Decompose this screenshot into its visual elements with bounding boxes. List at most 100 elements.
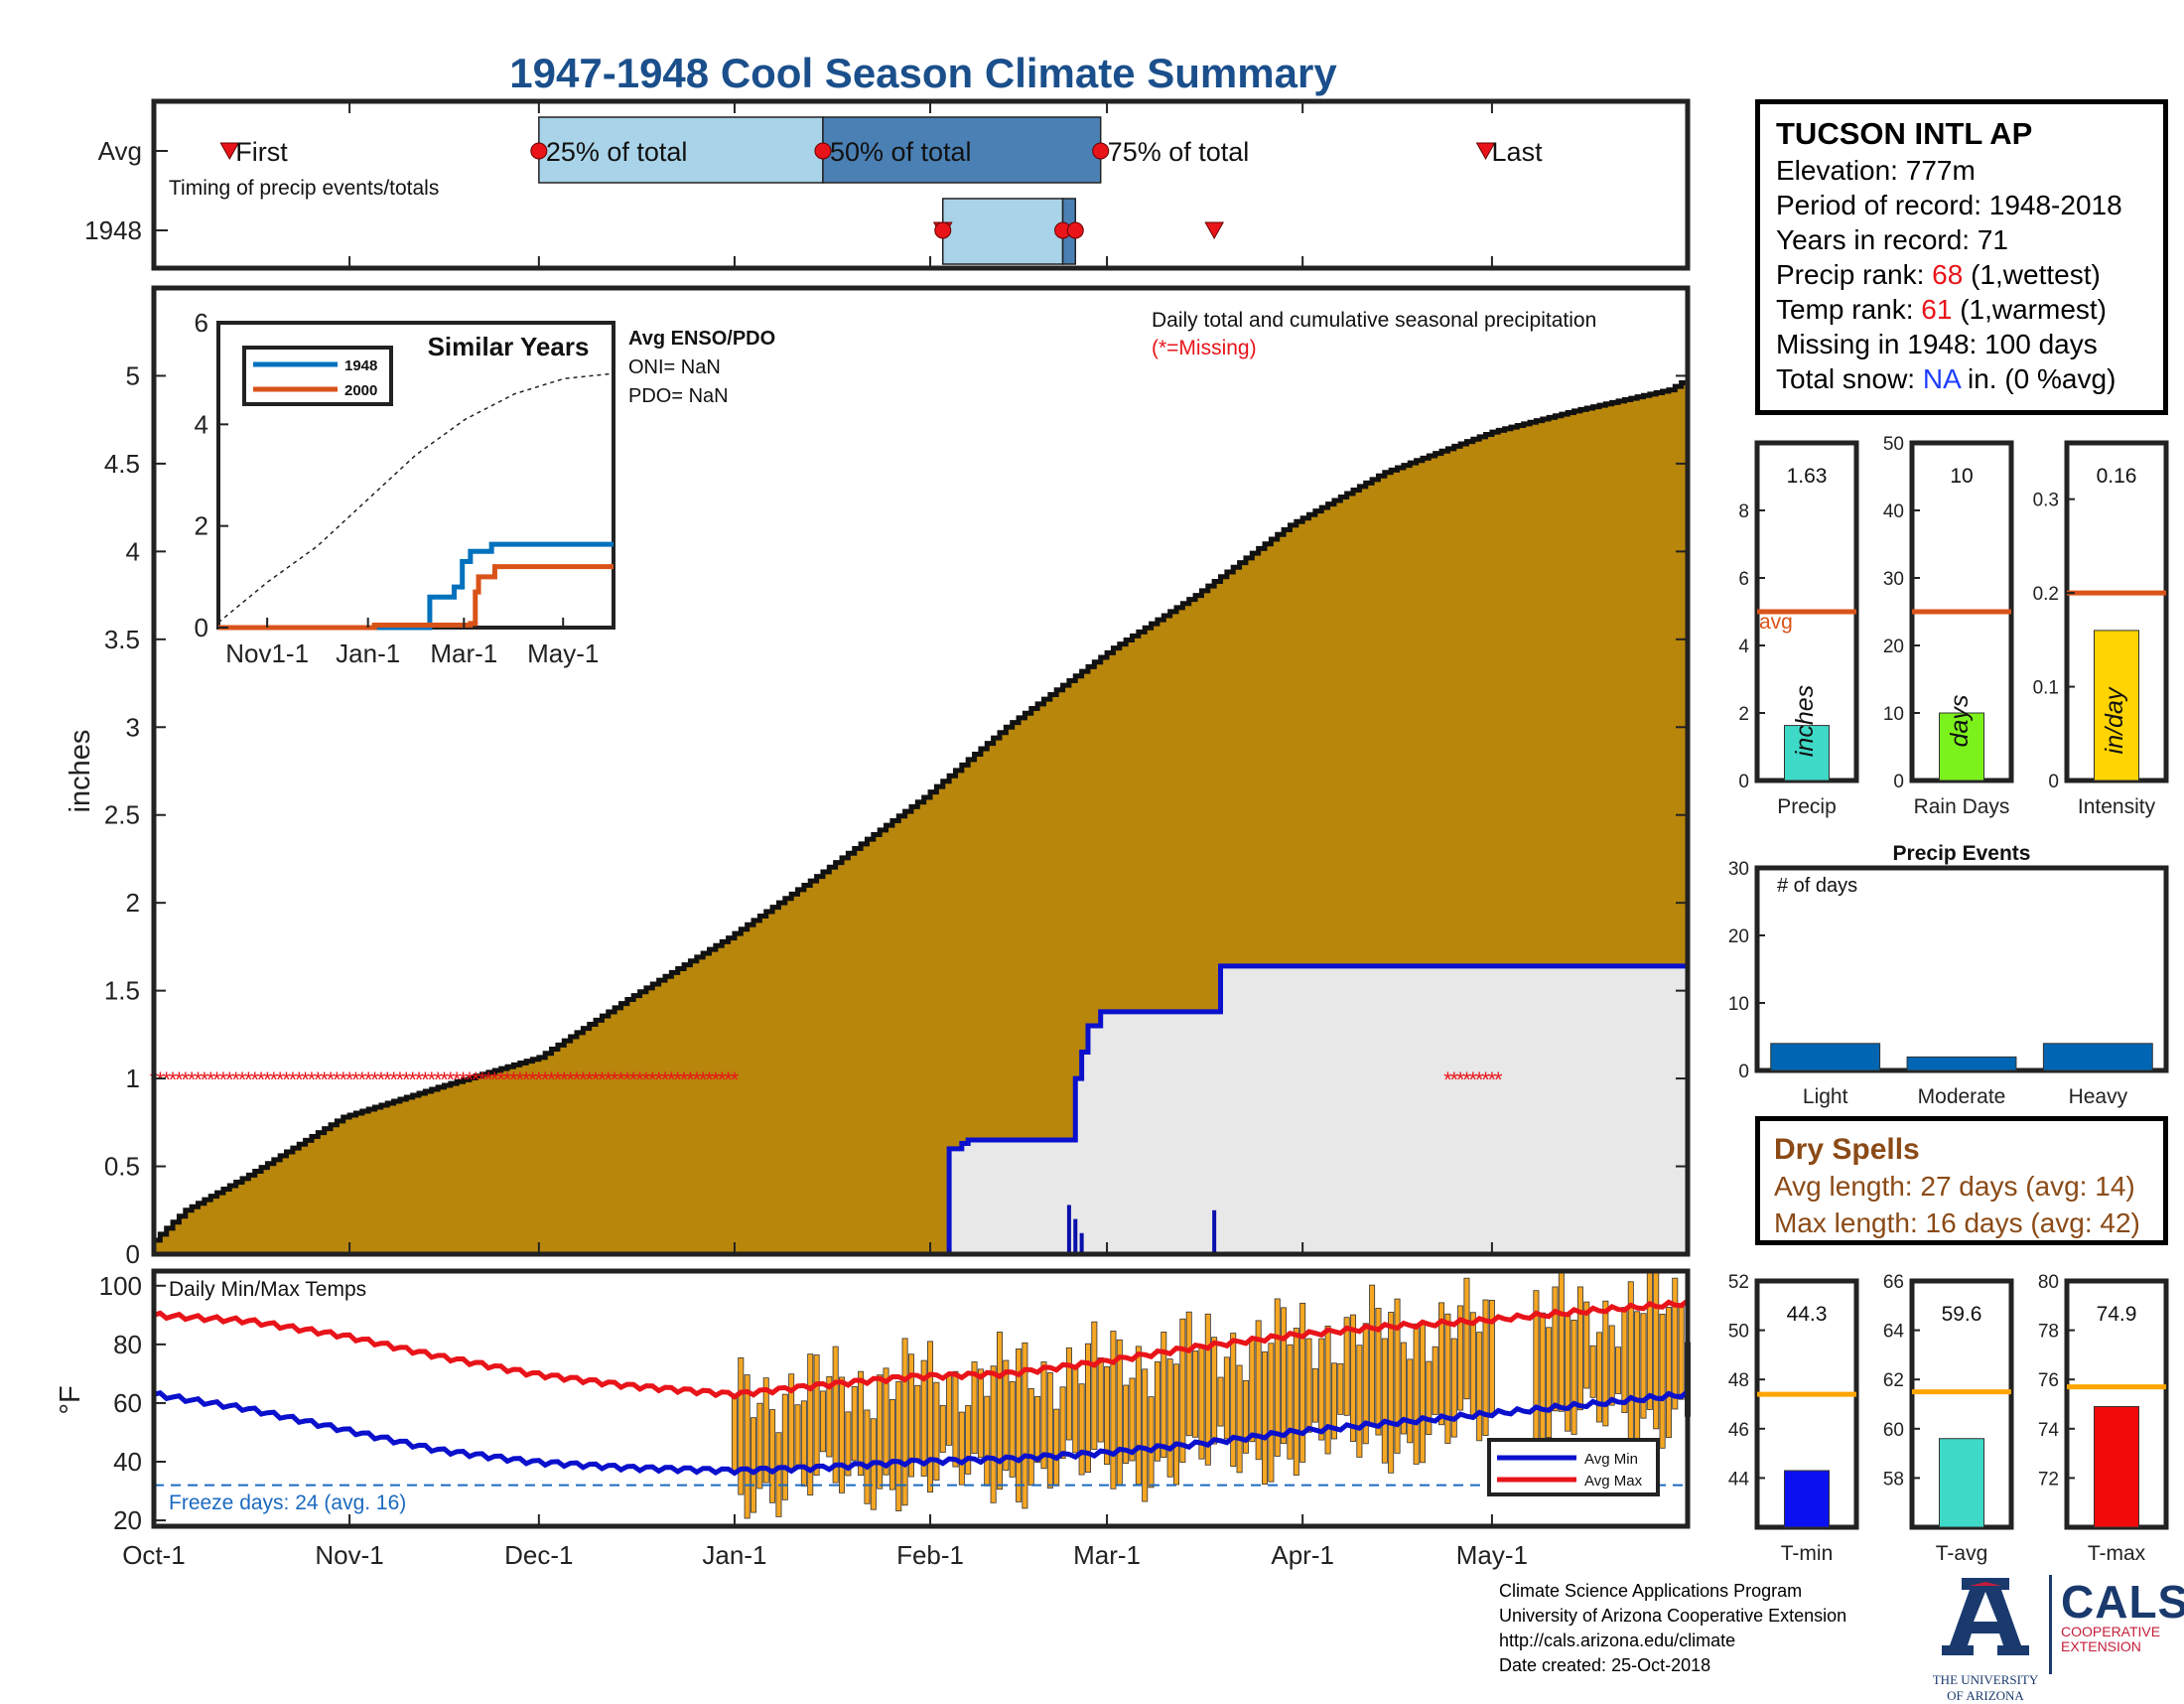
missing-day-marker: * <box>673 1067 682 1092</box>
avg-min-temp-line <box>153 1389 1690 1477</box>
daily-temp-bar <box>1110 1331 1117 1490</box>
daily-temp-bar <box>1305 1338 1312 1433</box>
missing-day-marker: * <box>453 1067 462 1092</box>
missing-day-marker: * <box>440 1067 449 1092</box>
daily-temp-bar <box>1046 1372 1053 1489</box>
cumulative-y-axis-label: inches <box>65 730 96 813</box>
cumulative-y-tick-label: 2.5 <box>104 800 140 830</box>
cumulative-y-tick-label: 1 <box>126 1064 140 1093</box>
small-panel-y-tick-label: 80 <box>2038 1272 2059 1293</box>
small-panel-y-tick-label: 76 <box>2038 1370 2059 1391</box>
daily-temp-bar <box>990 1365 997 1503</box>
daily-temp-bar <box>1185 1311 1192 1437</box>
missing-day-marker: * <box>522 1067 531 1092</box>
daily-temp-bar <box>952 1370 959 1468</box>
missing-day-marker: * <box>295 1067 304 1092</box>
small-panel-label: Rain Days <box>1914 795 2010 818</box>
daily-temp-bar <box>907 1353 914 1478</box>
daily-temp-bar <box>1003 1359 1010 1471</box>
daily-precip-bar <box>1212 1209 1217 1254</box>
daily-temp-bar <box>1369 1284 1376 1427</box>
cumulative-panel-frame <box>151 285 1691 1257</box>
station-temp-rank: Temp rank: 61 (1,warmest) <box>1776 292 2147 327</box>
daily-temp-bar <box>1640 1313 1647 1419</box>
missing-day-marker: * <box>301 1067 310 1092</box>
missing-day-marker: * <box>547 1067 556 1092</box>
daily-temp-bar <box>1426 1360 1433 1436</box>
avg-quantile-marker <box>1092 142 1110 160</box>
cumulative-y-tick-label: 5 <box>126 360 140 390</box>
daily-temp-bar <box>1027 1387 1034 1486</box>
daily-temp-bar <box>1634 1311 1641 1441</box>
avg-timing-label: 75% of total <box>1108 137 1250 167</box>
snow-note: in. (0 %avg) <box>1960 363 2116 394</box>
daily-temp-bar <box>901 1338 908 1506</box>
missing-day-marker: * <box>408 1067 417 1092</box>
small-panel-label: T-max <box>2088 1542 2146 1565</box>
dry-spells-max: Max length: 16 days (avg: 42) <box>1774 1207 2140 1238</box>
small-panel-y-tick-label: 52 <box>1728 1272 1749 1293</box>
missing-day-marker: * <box>270 1067 279 1092</box>
daily-temp-bar <box>1262 1350 1269 1486</box>
daily-temp-bar <box>1084 1343 1091 1474</box>
daily-temp-bar <box>1236 1364 1243 1474</box>
avg-timing-label: Last <box>1492 137 1544 167</box>
daily-temp-bar <box>1672 1277 1679 1410</box>
station-period: Period of record: 1948-2018 <box>1776 190 2122 220</box>
cumulative-y-tick-label: 1.5 <box>104 976 140 1006</box>
daily-temp-bar <box>1362 1323 1369 1445</box>
missing-day-marker: * <box>201 1067 209 1092</box>
missing-day-marker: * <box>351 1067 360 1092</box>
daily-temp-bar <box>794 1404 801 1468</box>
daily-precip-bar <box>1079 1232 1084 1254</box>
missing-day-marker: * <box>648 1067 657 1092</box>
daily-temp-bar <box>1570 1319 1577 1435</box>
cumulative-y-tick-label: 2 <box>126 888 140 918</box>
avg-quantile-marker <box>814 142 832 160</box>
daily-temp-bar <box>1160 1332 1167 1459</box>
cumulative-y-tick-label: 4.5 <box>104 449 140 479</box>
daily-temp-bar <box>1255 1320 1262 1461</box>
daily-temp-bar <box>971 1361 978 1455</box>
daily-temp-bar <box>888 1399 895 1491</box>
small-panel-y-tick-label: 50 <box>1883 434 1904 455</box>
small-panel-y-tick-label: 10 <box>1883 704 1904 725</box>
small-panel-y-tick-label: 0.1 <box>2033 678 2059 699</box>
daily-temp-bar <box>1324 1325 1331 1455</box>
enso-oni: ONI= NaN <box>628 356 721 378</box>
missing-day-marker: * <box>1481 1067 1490 1092</box>
daily-temp-bar <box>744 1374 751 1519</box>
logo-divider <box>2049 1575 2052 1674</box>
daily-temp-bar <box>762 1377 769 1484</box>
missing-day-marker: * <box>579 1067 588 1092</box>
inset-y-tick-label: 0 <box>195 613 208 642</box>
daily-temp-bar <box>1072 1365 1079 1454</box>
daily-temp-bar <box>1678 1306 1685 1400</box>
missing-day-marker: * <box>206 1067 215 1092</box>
daily-precip-bar <box>1066 1205 1071 1254</box>
station-elevation: Elevation: 777m <box>1776 155 1976 186</box>
small-panel-y-tick-label: 74 <box>2038 1420 2060 1441</box>
missing-day-marker: * <box>484 1067 493 1092</box>
missing-day-marker: * <box>1469 1067 1478 1092</box>
events-y-tick-label: 0 <box>1738 1062 1749 1082</box>
time-x-tick-label: May-1 <box>1456 1540 1528 1570</box>
missing-day-marker: * <box>225 1067 234 1092</box>
daily-temp-bar <box>1659 1314 1666 1449</box>
inset-legend-box <box>242 346 393 406</box>
time-x-tick-label: Jan-1 <box>702 1540 766 1570</box>
missing-day-marker: * <box>1443 1067 1452 1092</box>
daily-precip-bar <box>947 1248 952 1254</box>
daily-temp-bar <box>1602 1300 1609 1427</box>
footer-line-1: Climate Science Applications Program <box>1499 1581 1803 1601</box>
daily-temp-bar <box>1299 1302 1306 1463</box>
small-panel-y-tick-label: 0.2 <box>2033 584 2059 605</box>
inset-legend-label: 1948 <box>344 357 377 374</box>
daily-temp-bar <box>800 1400 807 1487</box>
missing-day-marker: * <box>611 1067 619 1092</box>
station-missing: Missing in 1948: 100 days <box>1776 329 2098 359</box>
daily-temp-bar <box>1381 1338 1388 1464</box>
missing-day-marker: * <box>472 1067 480 1092</box>
daily-temp-bar <box>1413 1323 1420 1465</box>
daily-temp-bar <box>1457 1305 1464 1411</box>
